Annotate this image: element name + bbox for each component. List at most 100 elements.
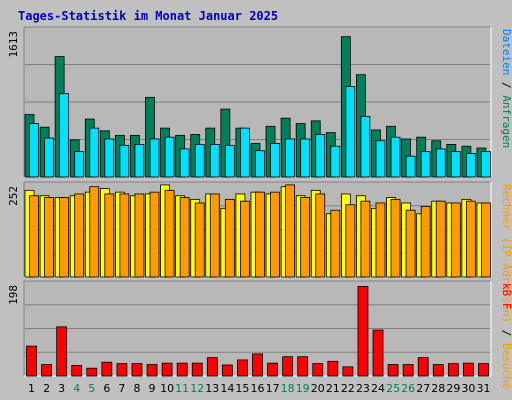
- day-label: 14: [220, 382, 234, 395]
- day-label: 24: [371, 382, 385, 395]
- bar: [282, 356, 294, 377]
- bar: [372, 329, 384, 377]
- day-label: 21: [326, 382, 340, 395]
- bar: [179, 197, 190, 278]
- bar: [312, 363, 324, 377]
- day-label: 6: [103, 382, 110, 395]
- y-axis-max-label: 198: [7, 285, 20, 305]
- bar: [297, 356, 309, 377]
- bar: [390, 198, 401, 278]
- day-label: 17: [266, 382, 280, 395]
- panel-visitors: 252 Rechner (IP-Adressen) / Besuche: [7, 181, 512, 389]
- bar: [29, 123, 39, 178]
- bar: [149, 138, 160, 178]
- day-label: 31: [476, 382, 490, 395]
- bar: [450, 202, 461, 278]
- bar: [300, 197, 311, 278]
- bar: [267, 362, 278, 377]
- bar: [360, 200, 371, 278]
- bar: [435, 200, 446, 278]
- bar: [465, 200, 476, 278]
- bar: [74, 193, 85, 278]
- legend-label-part: Anfragen: [500, 95, 512, 148]
- bar: [402, 364, 414, 377]
- legend-label-part: Besuche: [500, 343, 512, 389]
- series-legend-label: Dateien / Anfragen: [500, 29, 512, 148]
- day-label: 27: [416, 382, 430, 395]
- legend-label-part: kB F: [500, 283, 512, 310]
- x-axis-day-labels: 1 2 3 4 5 6 7 8 9 10 11 12 13 14 15 16 17 18 19 20 21 22 23 24 2…: [28, 382, 490, 395]
- bar: [240, 200, 250, 278]
- day-label: 11: [175, 382, 189, 395]
- bar: [74, 151, 85, 178]
- bar: [194, 202, 205, 278]
- bar: [161, 362, 173, 377]
- bar: [270, 143, 280, 178]
- day-label: 16: [251, 382, 265, 395]
- bar: [465, 153, 476, 178]
- bar: [164, 189, 175, 278]
- day-label: 29: [446, 382, 460, 395]
- legend-label-part: Rechner (IP-Adressen): [500, 184, 512, 323]
- bar: [194, 144, 205, 178]
- bar: [330, 209, 341, 278]
- bar: [116, 363, 128, 377]
- bar: [481, 202, 491, 278]
- bar: [206, 357, 218, 377]
- bar: [300, 138, 311, 178]
- bar: [387, 364, 399, 377]
- bar: [119, 193, 130, 278]
- day-label: 30: [461, 382, 475, 395]
- bar: [44, 197, 54, 278]
- bar: [179, 148, 190, 178]
- panel-hits: 1613 Dateien / Anfragen: [7, 26, 512, 178]
- bar: [104, 138, 115, 178]
- bar: [164, 136, 175, 178]
- bar: [89, 127, 100, 178]
- bar: [255, 191, 265, 278]
- series-dateien: [29, 86, 491, 178]
- bar: [41, 364, 52, 377]
- bar: [209, 144, 220, 178]
- day-label: 20: [311, 382, 325, 395]
- bar: [119, 144, 130, 178]
- bar: [315, 134, 326, 178]
- bar: [360, 115, 371, 178]
- bar: [134, 193, 145, 278]
- bar: [56, 326, 68, 377]
- day-label: 13: [205, 382, 219, 395]
- day-label: 18: [281, 382, 295, 395]
- bar: [101, 361, 113, 377]
- day-label: 10: [160, 382, 174, 395]
- bar: [71, 365, 83, 377]
- y-axis-max-label: 1613: [7, 31, 20, 58]
- bar: [146, 364, 158, 377]
- bar: [375, 202, 386, 278]
- bar: [221, 364, 233, 377]
- day-label: 19: [296, 382, 310, 395]
- bar: [417, 357, 429, 377]
- bar: [209, 193, 220, 278]
- day-label: 15: [235, 382, 249, 395]
- bar: [255, 150, 265, 178]
- chart-panels: 1613 Dateien / Anfragen 252 Rechner (IP-Adr…: [7, 26, 512, 389]
- bar: [435, 148, 446, 178]
- bar: [420, 151, 431, 178]
- bar: [176, 362, 188, 377]
- bar: [29, 195, 39, 278]
- bar: [478, 363, 489, 377]
- chart-title: Tages-Statistik im Monat Januar 2025: [18, 9, 278, 23]
- day-label: 9: [149, 382, 156, 395]
- day-label: 28: [431, 382, 445, 395]
- day-label: 3: [58, 382, 65, 395]
- bar: [237, 359, 248, 377]
- bar: [357, 285, 369, 377]
- day-label: 7: [118, 382, 125, 395]
- day-label: 26: [401, 382, 415, 395]
- day-label: 4: [73, 382, 80, 395]
- bar: [405, 209, 416, 278]
- bar: [447, 363, 459, 377]
- bar: [240, 127, 250, 178]
- day-label: 22: [341, 382, 355, 395]
- bar: [224, 198, 235, 278]
